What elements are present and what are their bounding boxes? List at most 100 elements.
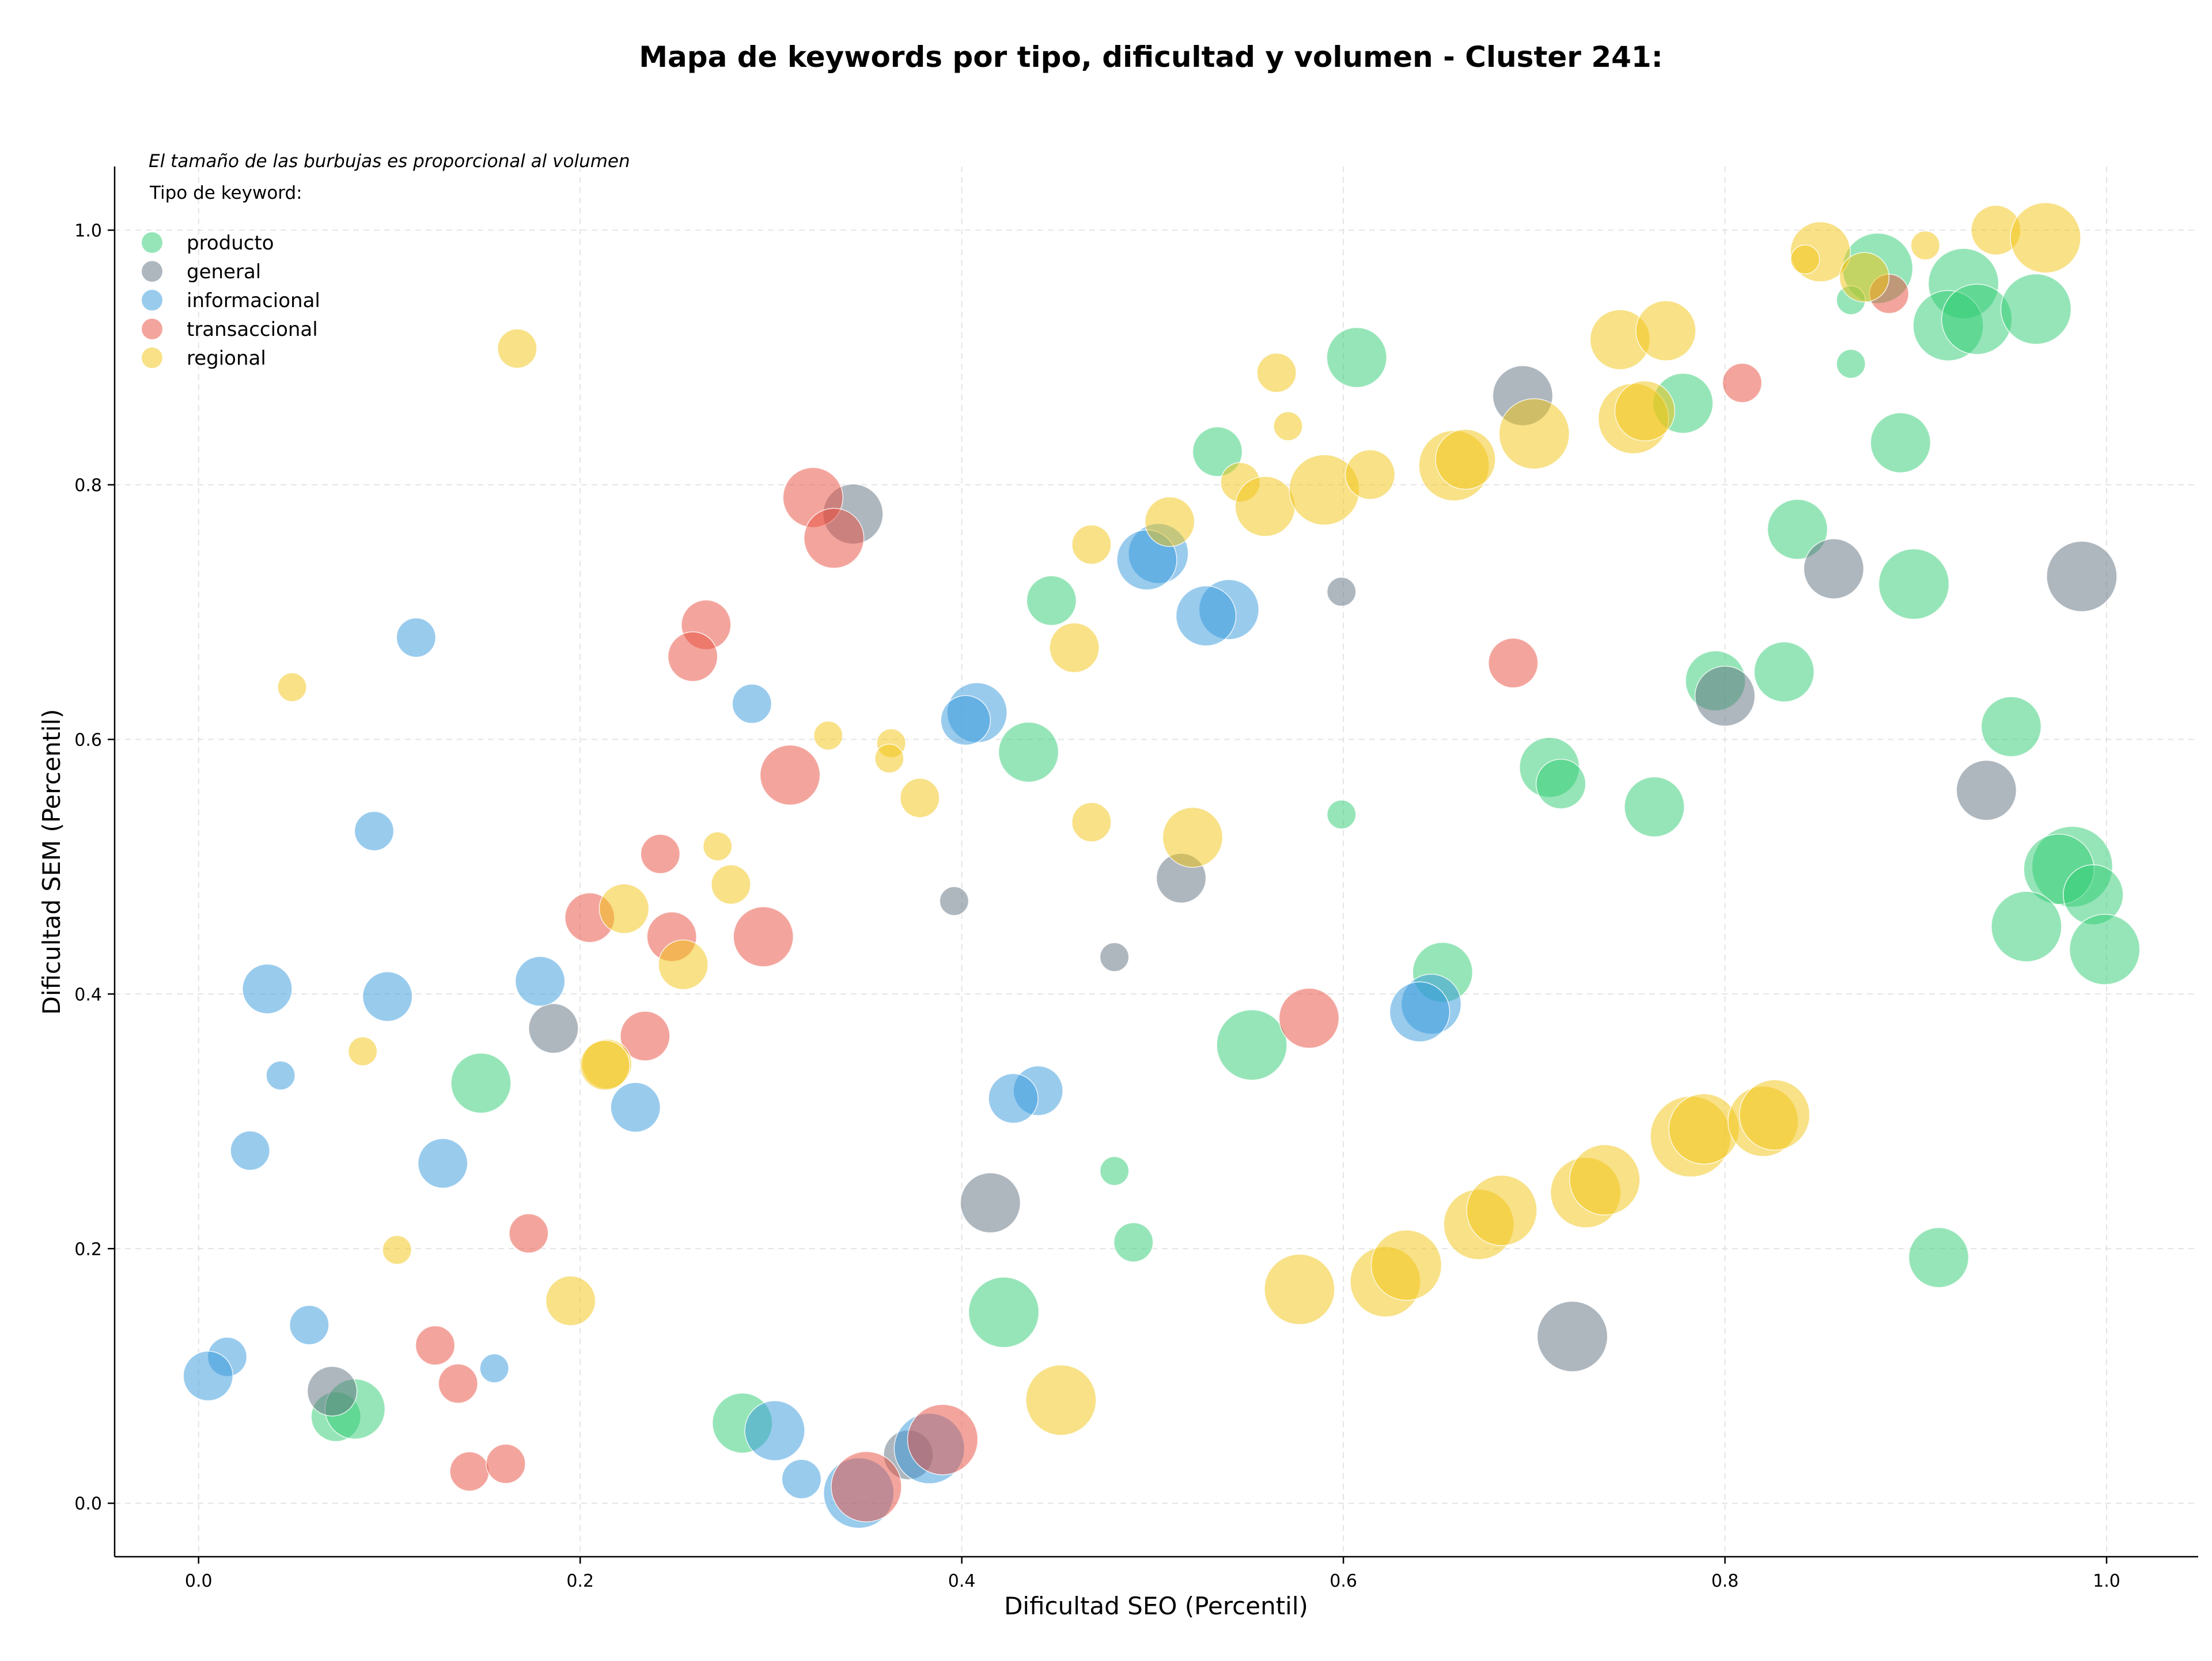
bubble-regional bbox=[1635, 300, 1696, 361]
bubble-producto bbox=[1326, 327, 1388, 388]
bubble-general bbox=[1803, 538, 1865, 600]
grid-layer bbox=[115, 167, 2198, 1557]
legend: Tipo de keyword: producto general informac… bbox=[142, 183, 320, 370]
bubble-producto bbox=[1192, 426, 1243, 477]
bubble-general bbox=[1099, 942, 1130, 972]
bubble-general bbox=[1327, 577, 1357, 607]
bubble-transaccional bbox=[620, 1011, 671, 1061]
bubble-informacional bbox=[479, 1353, 509, 1383]
y-tick-label: 0.8 bbox=[74, 475, 102, 495]
legend-label-transaccional: transaccional bbox=[187, 318, 318, 341]
bubble-regional bbox=[658, 939, 709, 990]
bubble-transaccional bbox=[640, 834, 681, 874]
bubble-producto bbox=[1980, 696, 2042, 758]
bubble-transaccional bbox=[907, 1403, 979, 1475]
legend-label-producto: producto bbox=[187, 232, 274, 255]
bubble-regional bbox=[545, 1276, 596, 1326]
legend-marker-producto bbox=[142, 232, 162, 253]
bubble-regional bbox=[900, 778, 940, 818]
bubble-general bbox=[1536, 1300, 1608, 1372]
bubble-regional bbox=[277, 672, 307, 702]
bubble-informacional bbox=[610, 1082, 661, 1133]
bubble-producto bbox=[1767, 499, 1828, 560]
bubble-regional bbox=[382, 1235, 412, 1265]
bubble-producto bbox=[1026, 575, 1077, 626]
bubble-regional bbox=[1435, 429, 1496, 490]
bubble-informacional bbox=[289, 1305, 329, 1345]
bubble-transaccional bbox=[759, 744, 821, 805]
bubble-producto bbox=[1908, 1227, 1969, 1288]
bubble-producto bbox=[1991, 891, 2062, 962]
x-tick-label: 1.0 bbox=[2093, 1571, 2120, 1591]
bubble-regional bbox=[1498, 398, 1570, 470]
bubble-informacional bbox=[1175, 585, 1237, 646]
bubble-informacional bbox=[396, 617, 437, 658]
legend-label-informacional: informacional bbox=[187, 289, 320, 312]
x-tick-label: 0.2 bbox=[566, 1571, 594, 1591]
bubble-informacional bbox=[514, 956, 566, 1007]
bubble-regional bbox=[1144, 496, 1195, 547]
y-tick-label: 0.2 bbox=[74, 1239, 102, 1259]
x-tick-label: 0.4 bbox=[948, 1571, 976, 1591]
bubble-regional bbox=[1738, 1079, 1810, 1151]
bubble-informacional bbox=[988, 1073, 1039, 1124]
bubble-producto bbox=[1327, 799, 1357, 830]
y-tick-label: 1.0 bbox=[74, 221, 102, 241]
bubble-regional bbox=[1234, 476, 1296, 537]
bubble-informacional bbox=[242, 963, 293, 1015]
y-tick-label: 0.0 bbox=[74, 1494, 102, 1514]
bubble-informacional bbox=[230, 1130, 270, 1171]
bubble-regional bbox=[2010, 202, 2081, 274]
bubble-regional bbox=[1466, 1175, 1537, 1246]
bubble-producto bbox=[998, 721, 1059, 783]
x-tick-label: 0.0 bbox=[185, 1571, 213, 1591]
bubble-informacional bbox=[266, 1060, 296, 1091]
bubble-general bbox=[939, 886, 969, 916]
bubble-regional bbox=[1839, 252, 1890, 302]
bubble-general bbox=[306, 1365, 358, 1417]
x-tick-label: 0.8 bbox=[1711, 1571, 1739, 1591]
bubble-regional bbox=[711, 864, 751, 905]
bubble-regional bbox=[1273, 411, 1303, 441]
bubble-informacional bbox=[354, 811, 395, 852]
bubble-producto bbox=[968, 1276, 1040, 1348]
legend-marker-regional bbox=[142, 347, 162, 368]
bubble-transaccional bbox=[415, 1325, 456, 1365]
bubble-regional bbox=[347, 1036, 378, 1066]
y-axis-label: Dificultad SEM (Percentil) bbox=[37, 709, 66, 1015]
bubble-transaccional bbox=[438, 1363, 478, 1404]
bubble-general bbox=[528, 1003, 579, 1054]
bubble-regional bbox=[1614, 380, 1676, 442]
bubble-producto bbox=[1878, 548, 1950, 620]
bubble-general bbox=[1694, 665, 1756, 727]
bubble-informacional bbox=[183, 1350, 234, 1401]
x-axis-label: Dificultad SEO (Percentil) bbox=[1004, 1592, 1308, 1620]
bubble-producto bbox=[450, 1053, 512, 1114]
bubble-transaccional bbox=[1278, 987, 1340, 1049]
bubble-producto bbox=[1624, 776, 1685, 838]
bubble-transaccional bbox=[486, 1443, 526, 1484]
legend-label-regional: regional bbox=[187, 347, 266, 370]
bubble-size-note: El tamaño de las burbujas es proporciona… bbox=[149, 151, 630, 172]
bubble-regional bbox=[1264, 1254, 1335, 1325]
bubble-informacional bbox=[1389, 981, 1450, 1042]
bubble-layer bbox=[183, 202, 2141, 1529]
bubble-producto bbox=[1113, 1222, 1154, 1262]
bubble-regional bbox=[1025, 1364, 1097, 1436]
bubble-producto bbox=[1216, 1009, 1287, 1081]
bubble-regional bbox=[1071, 524, 1112, 565]
bubble-regional bbox=[497, 328, 537, 369]
legend-title: Tipo de keyword: bbox=[149, 183, 302, 203]
bubble-regional bbox=[874, 743, 904, 774]
legend-label-general: general bbox=[187, 260, 261, 283]
x-tick-label: 0.6 bbox=[1330, 1571, 1357, 1591]
bubble-regional bbox=[1162, 807, 1224, 868]
bubble-informacional bbox=[781, 1459, 822, 1499]
bubble-regional bbox=[1344, 449, 1396, 500]
y-tick-label: 0.4 bbox=[74, 985, 102, 1005]
bubble-transaccional bbox=[1722, 362, 1763, 403]
bubble-transaccional bbox=[449, 1451, 490, 1492]
bubble-regional bbox=[1790, 244, 1820, 275]
